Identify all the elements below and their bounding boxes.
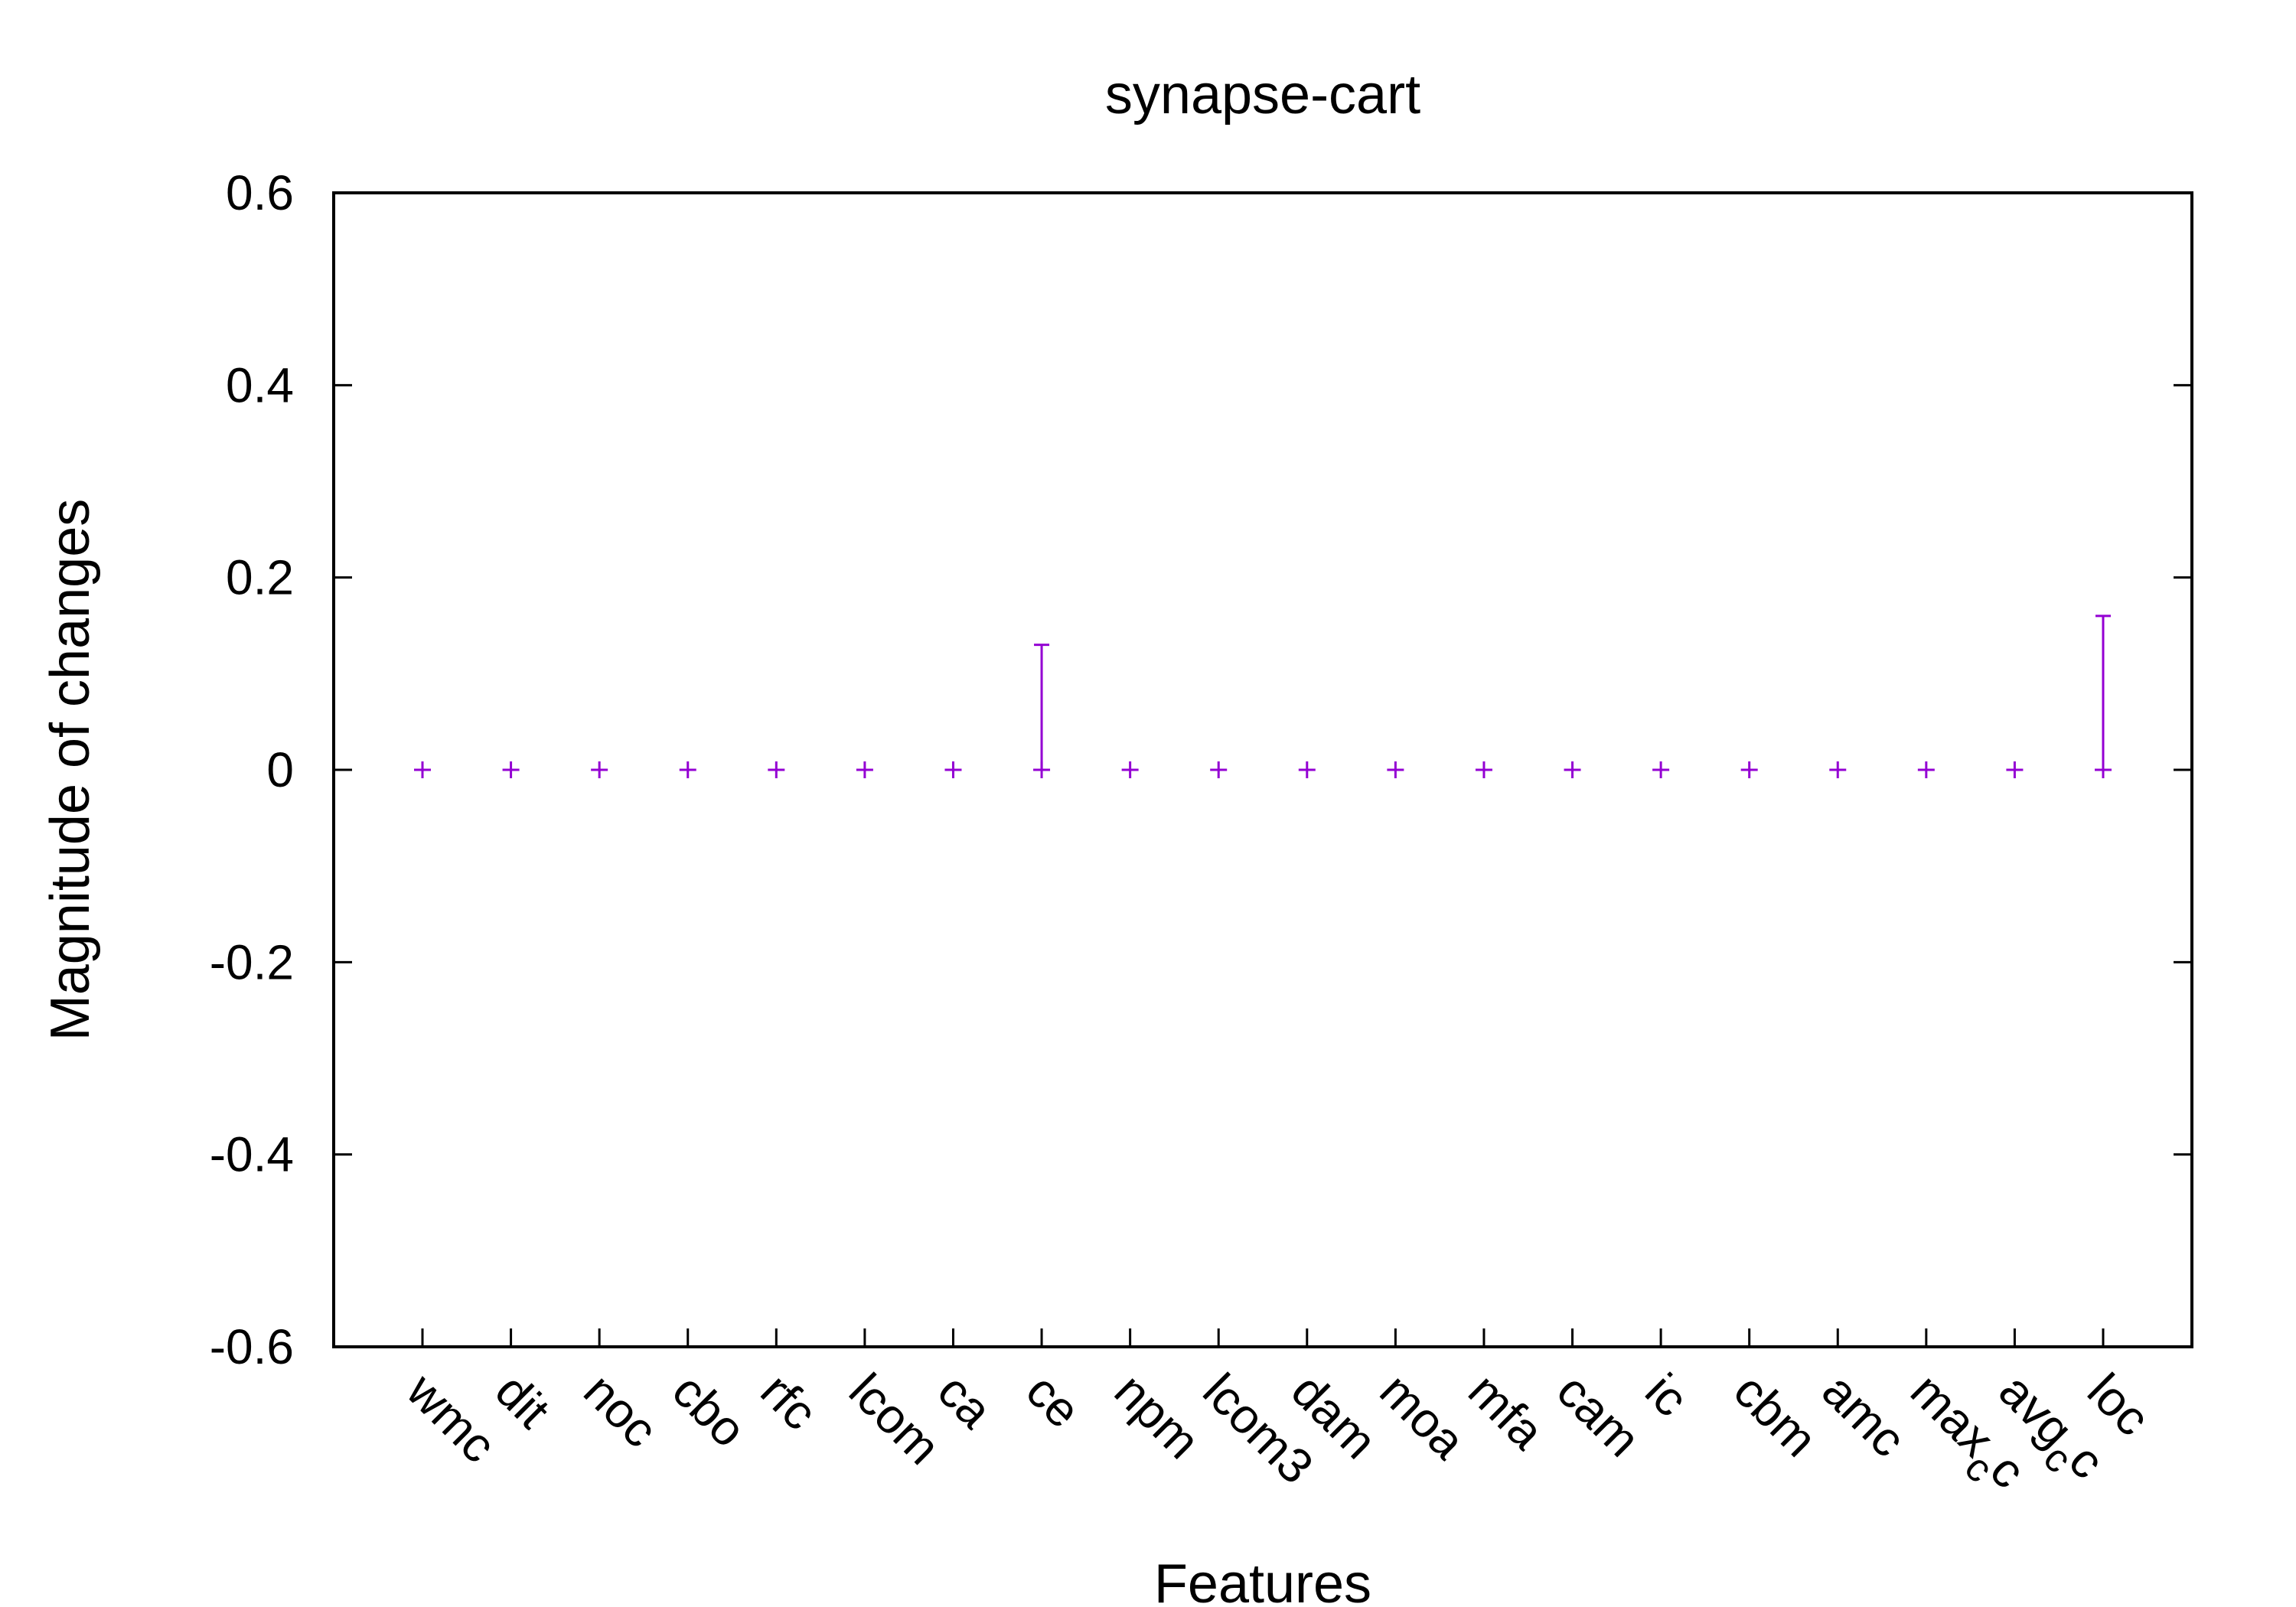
data-point xyxy=(1387,761,1404,778)
x-tick-label: lcom xyxy=(839,1363,951,1475)
x-tick-label: loc xyxy=(2077,1363,2161,1446)
x-tick-label: ce xyxy=(1016,1363,1091,1439)
y-tick-label: -0.6 xyxy=(210,1319,294,1374)
x-tick-label: cam xyxy=(1547,1363,1651,1467)
data-point xyxy=(679,761,696,778)
x-axis-title: Features xyxy=(1154,1553,1371,1607)
data-point xyxy=(856,761,873,778)
chart-title: synapse-cart xyxy=(1105,64,1420,125)
y-axis: -0.6 -0.4 -0.2 0 0.2 0.4 0.6 xyxy=(210,165,2192,1374)
data-point xyxy=(1740,761,1758,778)
data-point xyxy=(2006,761,2024,778)
x-tick-label: cbm xyxy=(1724,1363,1828,1467)
data-point xyxy=(1564,761,1581,778)
x-tick-label: npm xyxy=(1104,1363,1211,1469)
x-tick-label: amc xyxy=(1812,1363,1916,1467)
y-tick-label: 0.2 xyxy=(226,550,294,605)
plot-frame xyxy=(332,191,2193,1348)
data-point xyxy=(1917,761,1935,778)
data-point xyxy=(414,761,431,778)
x-tick-label: mfa xyxy=(1458,1363,1555,1460)
y-tick-label: 0.6 xyxy=(226,165,294,220)
data-point xyxy=(1475,761,1492,778)
x-tick-label: noc xyxy=(573,1363,668,1458)
y-tick-label: 0.4 xyxy=(226,357,294,412)
data-point xyxy=(1033,761,1051,778)
data-point xyxy=(2095,761,2112,778)
data-point xyxy=(1652,761,1670,778)
x-tick-label: ic xyxy=(1635,1363,1699,1427)
data-point xyxy=(591,761,608,778)
data-point xyxy=(768,761,785,778)
data-point xyxy=(1298,761,1316,778)
x-tick-label: cbo xyxy=(662,1363,757,1458)
y-tick-label: 0 xyxy=(266,742,294,797)
plot-marks xyxy=(414,614,2112,778)
data-point xyxy=(502,761,520,778)
data-point xyxy=(1829,761,1847,778)
x-tick-label: moa xyxy=(1369,1363,1476,1469)
x-tick-label: wmc xyxy=(396,1362,507,1473)
data-point xyxy=(944,761,962,778)
y-tick-label: -0.4 xyxy=(210,1127,294,1182)
data-point xyxy=(1210,761,1228,778)
data-point xyxy=(1121,761,1139,778)
y-tick-label: -0.2 xyxy=(210,934,294,989)
y-axis-title: Magnitude of changes xyxy=(40,499,101,1041)
x-tick-label: rfc xyxy=(750,1363,827,1440)
